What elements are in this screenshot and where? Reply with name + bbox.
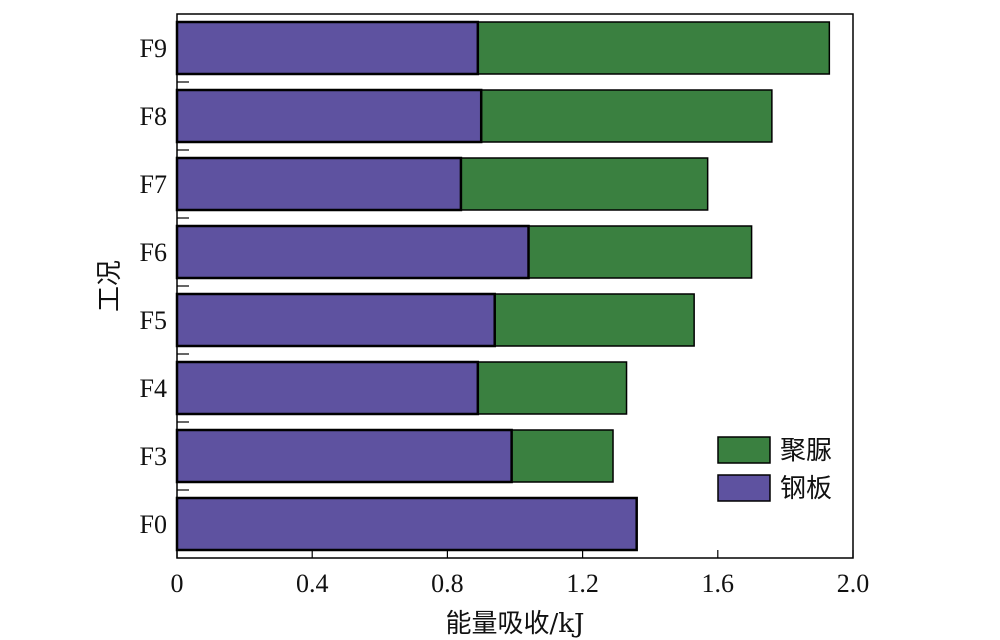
y-tick-label: F3 [140, 442, 167, 471]
x-tick-label: 0.4 [296, 569, 329, 598]
bar-polyurea-F4 [477, 361, 628, 415]
bar-steel-F4 [175, 360, 480, 416]
y-tick-label: F8 [140, 102, 167, 131]
bar-polyurea-F8 [480, 89, 773, 143]
bar-polyurea-F6 [527, 225, 753, 279]
y-tick-label: F5 [140, 306, 167, 335]
bar-polyurea-F5 [493, 293, 695, 347]
y-tick-label: F6 [140, 238, 167, 267]
x-tick-label: 0 [171, 569, 184, 598]
y-tick-label: F4 [140, 374, 167, 403]
bar-steel-F9 [175, 20, 480, 76]
y-axis-title: 工况 [95, 260, 125, 312]
bar-steel-F8 [175, 88, 483, 144]
bar-steel-F0 [175, 496, 638, 552]
legend-swatch [717, 436, 771, 464]
x-axis-title: 能量吸收/kJ [446, 609, 585, 639]
y-tick-label: F9 [140, 34, 167, 63]
y-tick-label: F0 [140, 510, 167, 539]
bar-steel-F5 [175, 292, 496, 348]
bar-steel-F6 [175, 224, 530, 280]
x-tick-label: 1.2 [566, 569, 599, 598]
legend-label: 聚脲 [780, 436, 832, 466]
bar-steel-F7 [175, 156, 463, 212]
x-tick-label: 2.0 [837, 569, 870, 598]
y-tick-marks [177, 81, 189, 491]
x-tick-label: 1.6 [702, 569, 735, 598]
bar-polyurea-F7 [460, 157, 709, 211]
x-tick-marks [176, 550, 854, 558]
bar-steel-F3 [175, 428, 513, 484]
legend-swatch [717, 474, 771, 502]
bar-polyurea-F3 [510, 429, 614, 483]
x-tick-labels: 0 0.4 0.8 1.2 1.6 2.0 [171, 569, 870, 598]
bar-polyurea-F9 [477, 21, 831, 75]
y-tick-label: F7 [140, 170, 167, 199]
y-tick-labels: F0 F3 F4 F5 F6 F7 F8 F9 [140, 34, 167, 539]
bars-layer [175, 20, 831, 552]
x-tick-label: 0.8 [431, 569, 464, 598]
legend-label: 钢板 [780, 474, 832, 504]
